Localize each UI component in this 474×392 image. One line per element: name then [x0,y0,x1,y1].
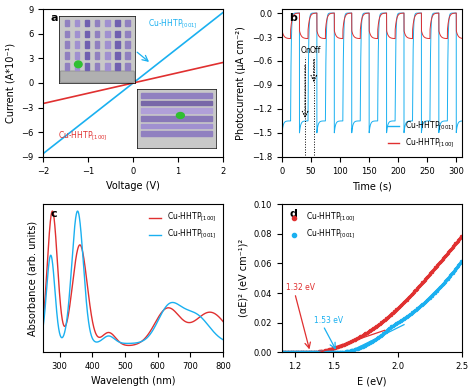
Cu-HHTP$_{[001]}$ [353,347,359,351]
Cu-HHTP$_{[001]}$ [279,350,285,354]
Y-axis label: Absorbance (arb. units): Absorbance (arb. units) [27,221,37,336]
Text: 1.53 eV: 1.53 eV [314,316,343,325]
Text: d: d [289,209,297,219]
Cu-HHTP$_{[100]}$ [458,234,464,239]
Cu-HHTP$_{[001]}$ [451,269,457,273]
Legend: Cu-HHTP$_{[001]}$, Cu-HHTP$_{[100]}$: Cu-HHTP$_{[001]}$, Cu-HHTP$_{[100]}$ [385,117,458,153]
Text: Cu-HHTP$_{[001]}$: Cu-HHTP$_{[001]}$ [147,18,197,31]
Cu-HHTP$_{[100]}$ [403,298,409,303]
Legend: Cu-HHTP$_{[100]}$, Cu-HHTP$_{[001]}$: Cu-HHTP$_{[100]}$, Cu-HHTP$_{[001]}$ [286,208,359,245]
Text: Cu-HHTP$_{[100]}$: Cu-HHTP$_{[100]}$ [58,130,107,143]
Cu-HHTP$_{[100]}$ [279,350,285,354]
Line: Cu-HHTP$_{[100]}$: Cu-HHTP$_{[100]}$ [281,235,462,353]
Text: On: On [301,46,312,55]
Cu-HHTP$_{[100]}$ [353,336,359,341]
Cu-HHTP$_{[001]}$ [351,347,357,352]
Cu-HHTP$_{[100]}$ [351,338,357,342]
Cu-HHTP$_{[100]}$ [383,317,389,321]
Text: a: a [50,13,58,24]
Cu-HHTP$_{[001]}$ [309,350,314,354]
X-axis label: E (eV): E (eV) [357,376,387,387]
Y-axis label: Current (A*10⁻¹): Current (A*10⁻¹) [6,43,16,123]
Cu-HHTP$_{[001]}$ [403,315,409,319]
X-axis label: Voltage (V): Voltage (V) [106,181,160,191]
Text: 1.32 eV: 1.32 eV [286,283,315,292]
Cu-HHTP$_{[100]}$ [309,350,314,354]
Text: c: c [50,209,57,219]
Text: b: b [289,13,297,24]
Text: Off: Off [310,46,321,55]
Cu-HHTP$_{[100]}$ [451,243,457,247]
Cu-HHTP$_{[001]}$ [458,259,464,264]
Y-axis label: Photocurrent (μA cm⁻²): Photocurrent (μA cm⁻²) [237,26,246,140]
Line: Cu-HHTP$_{[001]}$: Cu-HHTP$_{[001]}$ [281,260,462,353]
X-axis label: Time (s): Time (s) [352,181,392,191]
Cu-HHTP$_{[001]}$ [383,329,389,334]
Legend: Cu-HHTP$_{[100]}$, Cu-HHTP$_{[001]}$: Cu-HHTP$_{[100]}$, Cu-HHTP$_{[001]}$ [146,208,219,245]
X-axis label: Wavelength (nm): Wavelength (nm) [91,376,175,387]
Y-axis label: (αE)² (eV cm⁻¹)²: (αE)² (eV cm⁻¹)² [238,239,248,318]
